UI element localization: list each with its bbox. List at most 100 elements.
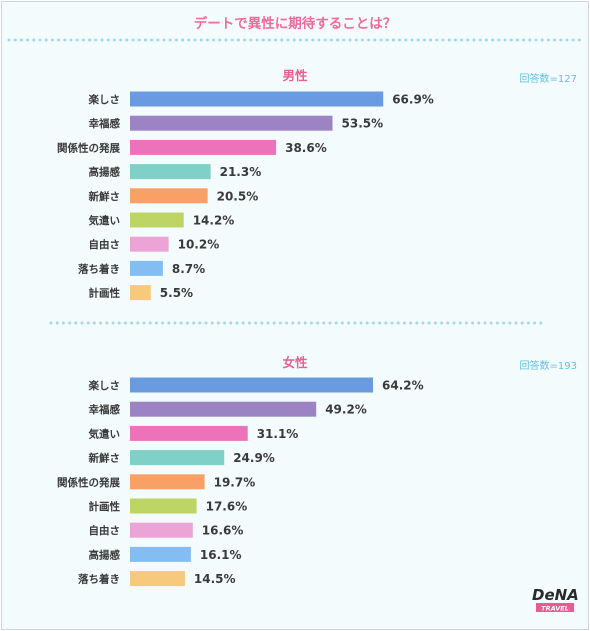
category-label: 気遣い (88, 427, 121, 440)
divider-dot (365, 321, 369, 325)
divider-dot (354, 38, 358, 42)
divider-dot (503, 38, 507, 42)
divider-dot (61, 321, 65, 325)
divider-dot (223, 321, 227, 325)
divider-dot (323, 38, 327, 42)
value-label: 31.1% (257, 427, 299, 441)
divider-dot (316, 321, 320, 325)
divider-dot (478, 38, 482, 42)
divider-dot (241, 321, 245, 325)
logo-sub: TRAVEL (541, 605, 569, 613)
divider-dot (526, 321, 530, 325)
bar-row: 新鮮さ 24.9% (89, 450, 275, 466)
bar (130, 260, 163, 276)
bar-row: 幸福感 49.2% (89, 401, 367, 417)
divider-dot (422, 38, 426, 42)
category-label: 気遣い (88, 214, 121, 227)
divider-dot (491, 38, 495, 42)
divider-dot (309, 321, 313, 325)
divider-dot (452, 321, 456, 325)
divider-dot (522, 38, 526, 42)
divider-dot (409, 321, 413, 325)
bar-row: 幸福感 53.5% (89, 115, 383, 131)
divider-dot (410, 38, 414, 42)
divider-dot (391, 38, 395, 42)
divider-dot (199, 38, 203, 42)
divider-dot (156, 38, 160, 42)
value-label: 8.7% (172, 262, 205, 276)
divider-dot (168, 38, 172, 42)
divider-dot (520, 321, 524, 325)
divider-dot (19, 38, 23, 42)
divider-dot (192, 321, 196, 325)
divider-dot (75, 38, 79, 42)
divider-dot (150, 38, 154, 42)
logo-sub-badge (536, 603, 574, 612)
divider-dot (249, 38, 253, 42)
divider-dot (74, 321, 78, 325)
divider-dot (148, 321, 152, 325)
divider-dot (247, 321, 251, 325)
divider-dot (404, 38, 408, 42)
divider-dot (49, 321, 53, 325)
divider-dot (421, 321, 425, 325)
divider-dot (390, 321, 394, 325)
divider-dot (440, 321, 444, 325)
divider-dot (398, 38, 402, 42)
category-label: 計画性 (89, 287, 121, 300)
value-label: 5.5% (160, 286, 193, 300)
bar (130, 139, 277, 155)
divider-dot (210, 321, 214, 325)
value-label: 16.6% (202, 524, 244, 538)
divider-dot (427, 321, 431, 325)
logo-brand: DeNA (532, 586, 579, 604)
divider-dot (347, 321, 351, 325)
bar-row: 高揚感 21.3% (89, 164, 262, 180)
bar (130, 425, 248, 441)
divider-dot (472, 38, 476, 42)
divider-dot (291, 321, 295, 325)
divider-dot (447, 38, 451, 42)
value-label: 19.7% (214, 475, 256, 489)
divider-dot (317, 38, 321, 42)
divider-dot (433, 321, 437, 325)
divider-dot (311, 38, 315, 42)
divider-dot (57, 38, 61, 42)
divider-dot (235, 321, 239, 325)
bar-row: 高揚感 16.1% (89, 546, 242, 562)
divider-dot (502, 321, 506, 325)
divider-dot (143, 38, 147, 42)
value-label: 21.3% (220, 165, 262, 179)
value-label: 16.1% (200, 548, 242, 562)
divider-dot (125, 38, 129, 42)
divider-dot (292, 38, 296, 42)
value-label: 66.9% (392, 93, 434, 107)
divider-dot (137, 38, 141, 42)
divider-dot (577, 38, 581, 42)
divider-dot (453, 38, 457, 42)
divider-dot (466, 38, 470, 42)
divider-dot (285, 321, 289, 325)
value-label: 14.2% (193, 214, 235, 228)
category-label: 楽しさ (88, 93, 121, 106)
divider-dot (173, 321, 177, 325)
divider-dot (415, 321, 419, 325)
divider-dot (218, 38, 222, 42)
value-label: 38.6% (285, 141, 327, 155)
divider-dot (13, 38, 17, 42)
bar-row: 落ち着き 14.5% (78, 571, 236, 587)
divider-dot (185, 321, 189, 325)
divider-dot (261, 38, 265, 42)
divider-dot (187, 38, 191, 42)
divider-dot (464, 321, 468, 325)
dena-travel-logo: DeNA TRAVEL (532, 586, 579, 613)
divider-dot (105, 321, 109, 325)
divider-dot (515, 38, 519, 42)
divider-dot (266, 321, 270, 325)
divider-dot (336, 38, 340, 42)
bar (130, 91, 384, 107)
category-label: 落ち着き (78, 262, 120, 275)
divider-dot (236, 38, 240, 42)
category-label: 落ち着き (78, 573, 120, 586)
divider-dot (94, 38, 98, 42)
